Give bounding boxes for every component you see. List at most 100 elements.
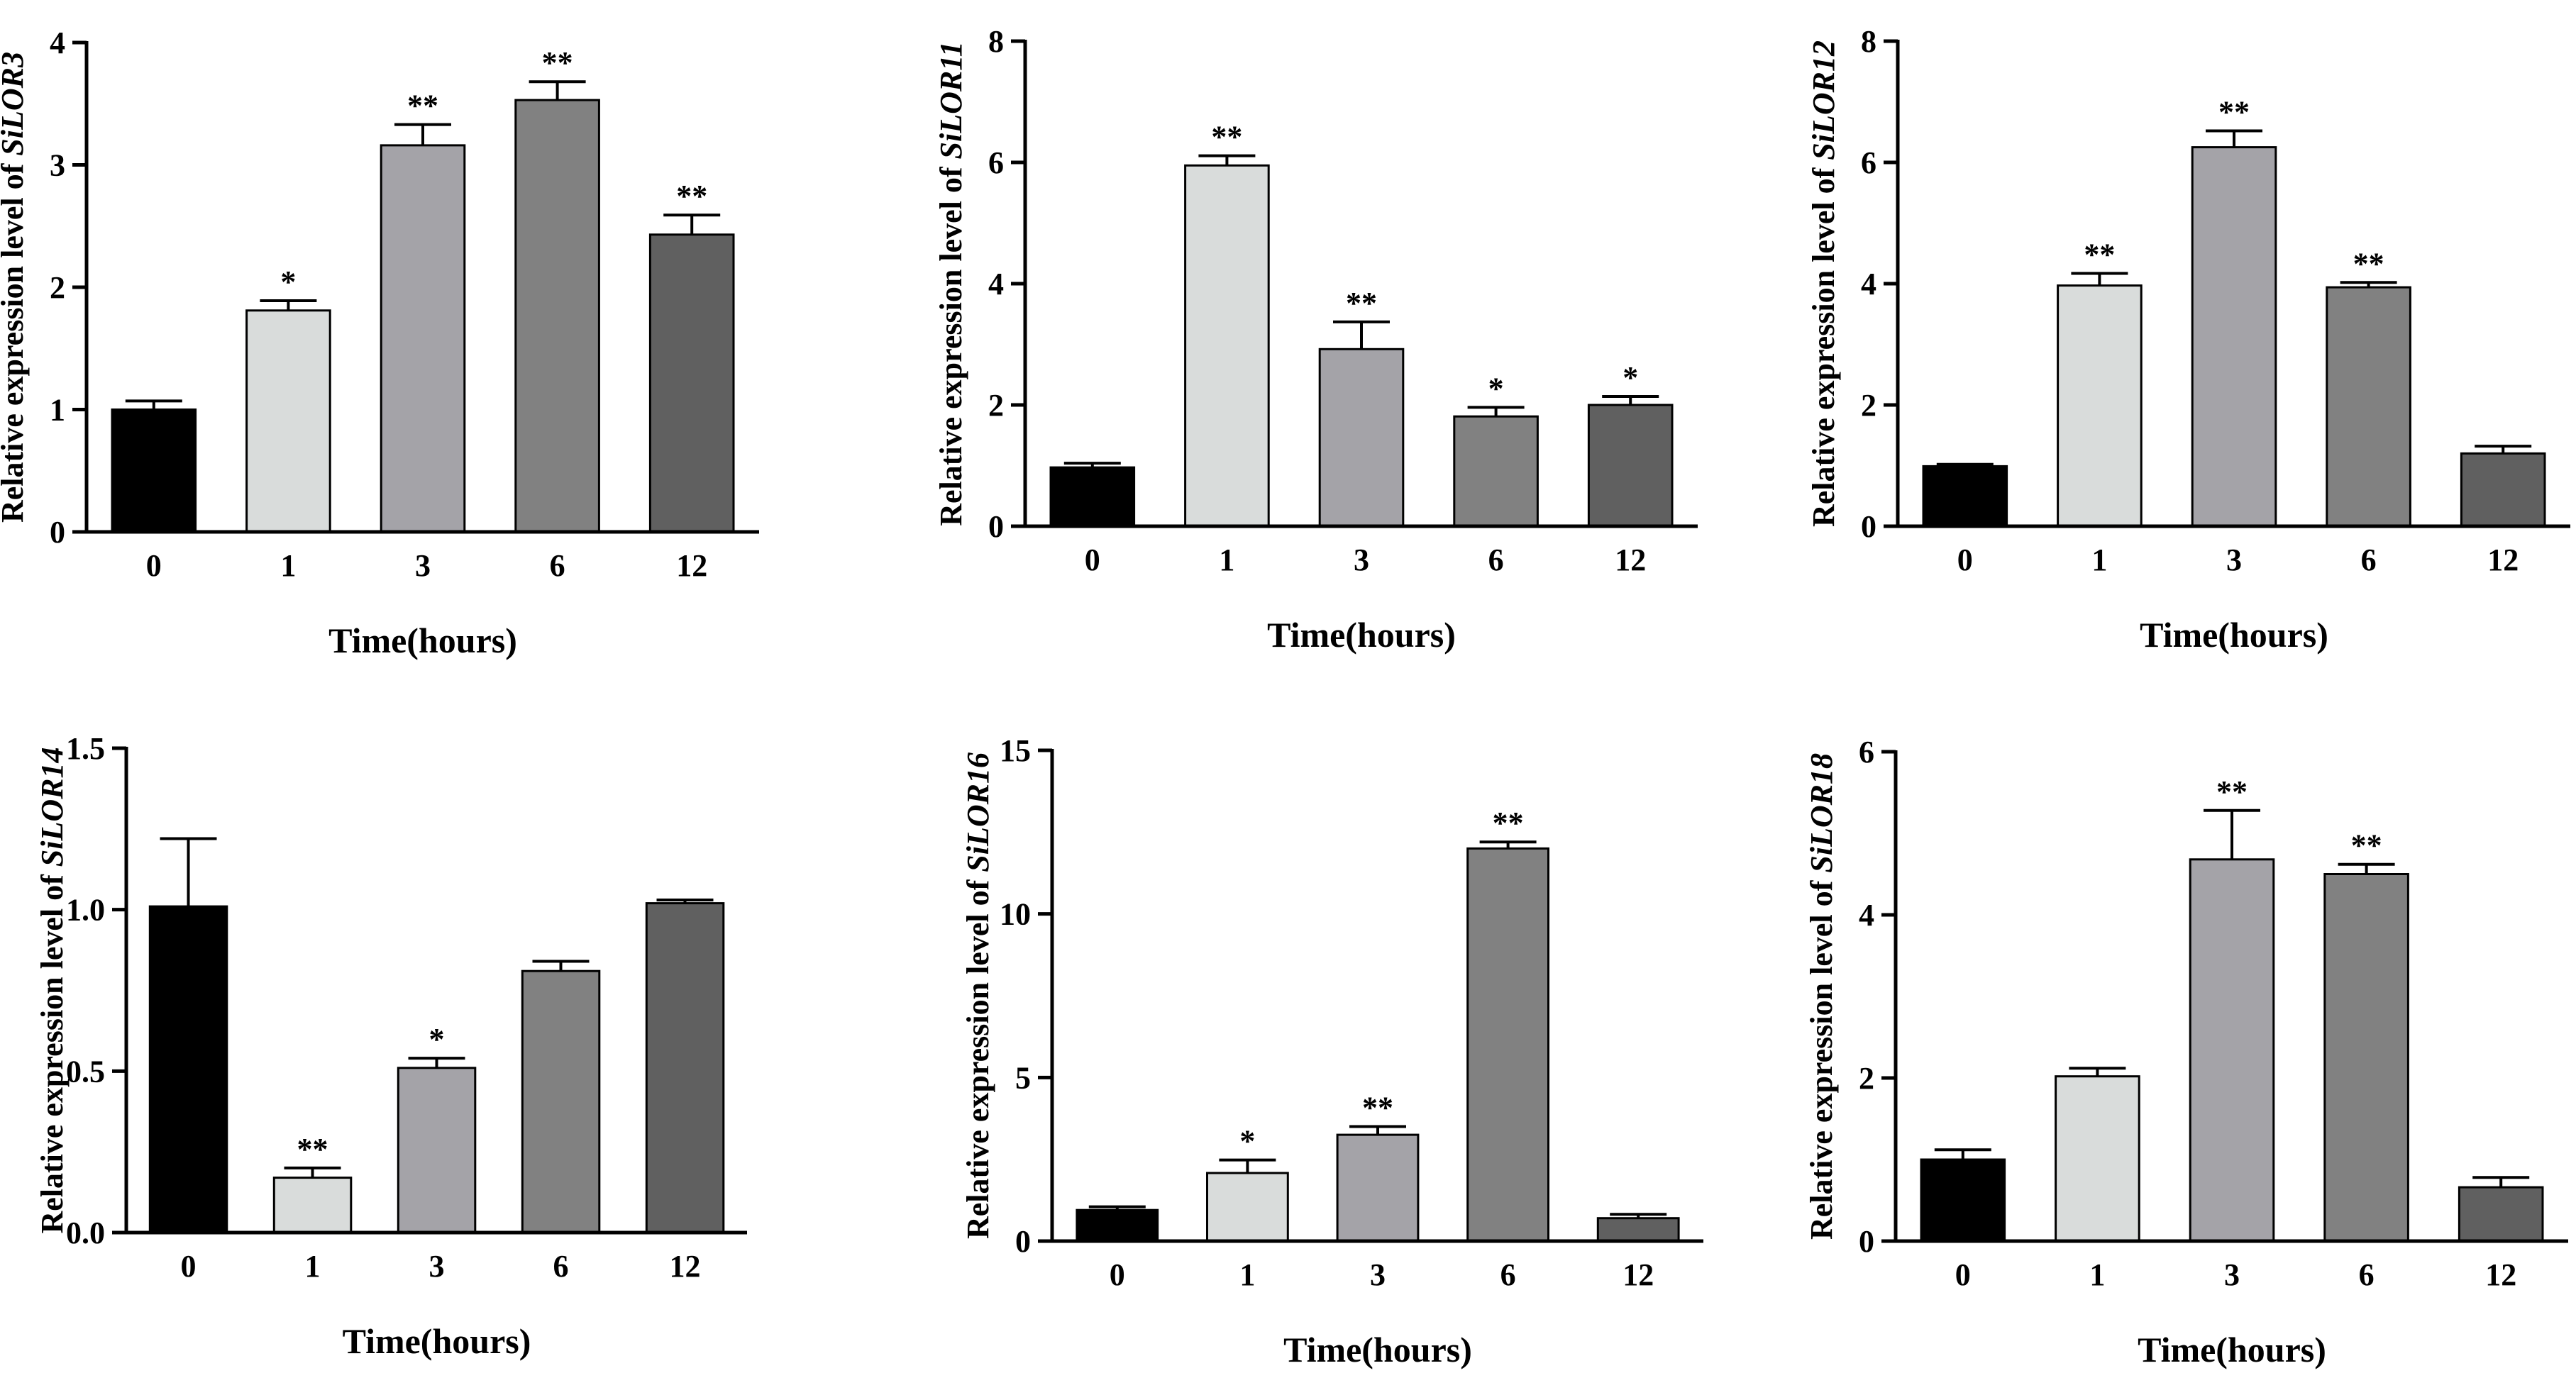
x-tick-label: 6 <box>2359 1257 2375 1292</box>
y-axis-title: Relative expression level of SiLOR14 <box>35 747 70 1233</box>
x-tick-label: 0 <box>1110 1257 1125 1292</box>
bar-1h <box>2055 1075 2140 1243</box>
bar-12h <box>1587 404 1674 528</box>
bar-6h <box>514 99 600 533</box>
y-tick-label: 0 <box>1861 509 1876 544</box>
y-tick-label: 2 <box>988 388 1004 423</box>
x-tick-label: 3 <box>1370 1257 1386 1292</box>
y-tick-label: 10 <box>1000 897 1031 932</box>
x-axis-title: Time(hours) <box>328 621 517 660</box>
y-tick-label: 4 <box>1861 267 1876 301</box>
x-tick-label: 3 <box>415 548 431 583</box>
x-tick-label: 0 <box>1957 543 1973 577</box>
bar-3h <box>2189 858 2275 1243</box>
significance-label: ** <box>2216 774 2248 809</box>
y-axis-title: Relative expression level of SiLOR3 <box>0 52 30 523</box>
bar-0h <box>1920 1158 2006 1243</box>
bar-0h <box>1076 1208 1159 1243</box>
x-tick-label: 6 <box>1500 1257 1516 1292</box>
y-axis-title: Relative expression level of SiLOR16 <box>961 752 995 1239</box>
chart-panel-SiLOR11: 0 ** 1 ** 3 * 6 * 12 0 2 4 6 8 Time(hours) Relative exp… <box>934 24 1698 655</box>
x-tick-label: 6 <box>2361 543 2377 577</box>
significance-label: ** <box>407 89 438 123</box>
significance-label: * <box>1488 371 1504 406</box>
y-tick-label: 1.5 <box>66 731 105 766</box>
y-tick-label: 0.0 <box>66 1216 105 1250</box>
bar-3h <box>380 144 466 533</box>
bar-6h <box>521 969 601 1234</box>
bar-12h <box>645 902 725 1234</box>
significance-label: ** <box>2351 828 2382 863</box>
significance-label: ** <box>676 179 707 213</box>
y-tick-label: 2 <box>1859 1061 1874 1096</box>
bar-12h <box>1596 1217 1680 1243</box>
x-axis-title: Time(hours) <box>2140 615 2328 655</box>
x-tick-label: 0 <box>181 1249 197 1284</box>
x-tick-label: 3 <box>2224 1257 2240 1292</box>
y-tick-label: 3 <box>50 148 65 183</box>
significance-label: ** <box>1362 1091 1393 1125</box>
x-tick-label: 12 <box>1623 1257 1654 1292</box>
x-axis-title: Time(hours) <box>2138 1330 2326 1369</box>
x-tick-label: 12 <box>2487 543 2519 577</box>
bar-1h <box>272 1177 353 1234</box>
bar-3h <box>1318 348 1405 528</box>
x-tick-label: 3 <box>429 1249 445 1284</box>
significance-label: * <box>1623 360 1638 395</box>
y-tick-label: 6 <box>988 145 1004 180</box>
x-tick-label: 1 <box>1219 543 1234 577</box>
x-tick-label: 12 <box>670 1249 701 1284</box>
bar-12h <box>2458 1186 2544 1243</box>
y-tick-label: 0.5 <box>66 1054 105 1089</box>
significance-label: ** <box>542 45 573 80</box>
bar-0h <box>148 905 228 1234</box>
x-tick-label: 1 <box>280 548 296 583</box>
significance-label: ** <box>297 1132 328 1167</box>
x-tick-label: 1 <box>305 1249 321 1284</box>
y-tick-label: 1.0 <box>66 893 105 928</box>
chart-panel-SiLOR16: 0 * 1 ** 3 ** 6 12 0 5 10 15 Time(hours) Relative exp… <box>961 733 1703 1369</box>
bar-6h <box>2326 286 2411 528</box>
y-tick-label: 5 <box>1015 1060 1031 1095</box>
bar-1h <box>1184 164 1270 528</box>
bar-1h <box>1206 1172 1289 1243</box>
y-tick-label: 1 <box>50 393 65 428</box>
x-tick-label: 12 <box>1615 543 1646 577</box>
significance-label: ** <box>2218 95 2250 130</box>
bar-1h <box>2057 284 2143 528</box>
bar-6h <box>1453 415 1539 528</box>
chart-panel-SiLOR18: 0 1 ** 3 ** 6 12 0 2 4 6 Time(hours) Relative expres… <box>1804 735 2568 1369</box>
x-tick-label: 1 <box>1239 1257 1255 1292</box>
y-tick-label: 8 <box>1861 24 1876 59</box>
x-axis-title: Time(hours) <box>343 1321 531 1361</box>
x-tick-label: 3 <box>1354 543 1369 577</box>
y-tick-label: 4 <box>1859 898 1874 933</box>
x-tick-label: 0 <box>1085 543 1100 577</box>
x-tick-label: 0 <box>1955 1257 1971 1292</box>
bar-3h <box>1336 1133 1420 1243</box>
x-tick-label: 6 <box>550 548 565 583</box>
x-axis-title: Time(hours) <box>1267 615 1456 655</box>
y-tick-label: 0 <box>50 515 65 550</box>
x-tick-label: 3 <box>2226 543 2242 577</box>
bar-3h <box>2191 146 2277 528</box>
x-tick-label: 12 <box>676 548 707 583</box>
significance-label: * <box>1239 1124 1255 1159</box>
y-tick-label: 6 <box>1859 735 1874 769</box>
y-axis-title: Relative expression level of SiLOR12 <box>1806 40 1841 527</box>
significance-label: ** <box>2084 238 2115 272</box>
bar-0h <box>1922 465 2008 528</box>
chart-panel-SiLOR14: 0 ** 1 * 3 6 12 0.0 0.5 1.0 1.5 Time(hours) Relative… <box>35 731 747 1361</box>
bar-6h <box>2323 873 2409 1243</box>
significance-label: ** <box>1211 120 1242 155</box>
y-tick-label: 8 <box>988 24 1004 59</box>
significance-label: * <box>280 265 296 299</box>
bar-3h <box>397 1067 477 1234</box>
y-tick-label: 4 <box>50 26 65 60</box>
bar-12h <box>648 233 735 533</box>
bar-0h <box>1049 466 1136 528</box>
y-axis-title: Relative expression level of SiLOR18 <box>1804 753 1839 1240</box>
chart-panel-SiLOR12: 0 ** 1 ** 3 ** 6 12 0 2 4 6 8 Time(hours) Relative exp… <box>1806 24 2570 655</box>
